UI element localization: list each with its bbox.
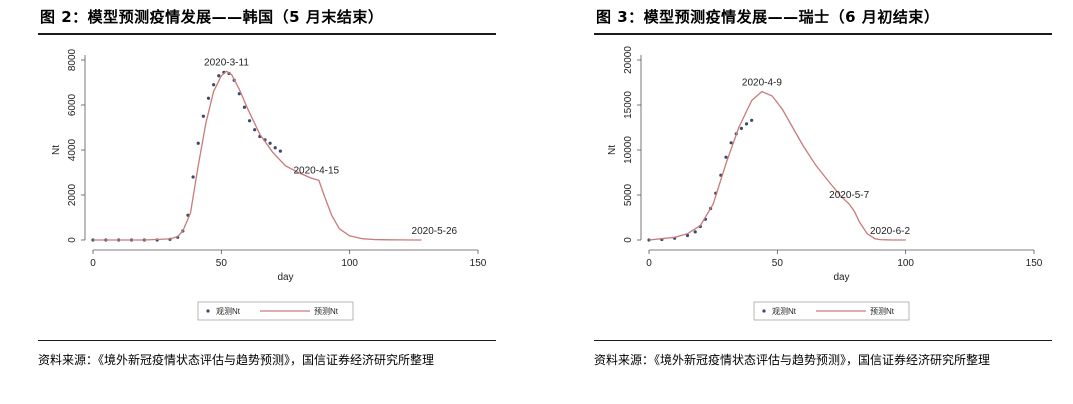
source-note: 资料来源：《境外新冠疫情状态评估与趋势预测》，国信证券经济研究所整理 bbox=[594, 353, 991, 367]
observed-data-point bbox=[191, 175, 195, 179]
x-tick-label: 0 bbox=[646, 258, 652, 269]
korea-chart: 0 2000 4000 6000 8000 0 50 100 150 day Nt 2020-3-11… bbox=[51, 48, 487, 321]
left-figure-panel: 图 2：模型预测疫情发展——韩国（5 月末结束） 0 2000 4000 6000 80… bbox=[0, 0, 500, 404]
y-tick-label: 0 bbox=[623, 237, 634, 243]
right-figure-panel: 图 3：模型预测疫情发展——瑞士（6 月初结束） 0 5000 10000 15000… bbox=[556, 0, 1056, 404]
observed-data-point bbox=[212, 83, 216, 87]
switzerland-chart: 0 5000 10000 15000 20000 0 50 100 150 day Nt 2020-4… bbox=[607, 46, 1043, 321]
y-tick-label: 8000 bbox=[67, 48, 78, 71]
date-annotation: 2020-5-26 bbox=[412, 226, 458, 237]
x-tick-label: 100 bbox=[897, 258, 914, 269]
observed-data-point bbox=[201, 114, 205, 118]
x-tick-label: 150 bbox=[1026, 258, 1043, 269]
y-tick-label: 20000 bbox=[623, 46, 634, 74]
observed-data-point bbox=[693, 230, 697, 234]
observed-data-point bbox=[278, 149, 282, 153]
observed-data-point bbox=[739, 126, 743, 130]
x-axis-label: day bbox=[277, 272, 293, 283]
y-axis-label: Nt bbox=[51, 145, 62, 155]
observed-data-point bbox=[242, 105, 247, 109]
observed-data-point bbox=[247, 119, 252, 123]
observed-data-point bbox=[724, 155, 728, 159]
y-tick-label: 15000 bbox=[623, 91, 634, 119]
y-tick-label: 0 bbox=[67, 237, 78, 243]
y-tick-label: 4000 bbox=[67, 138, 78, 161]
bottom-rule bbox=[38, 340, 496, 341]
y-tick-label: 6000 bbox=[67, 93, 78, 116]
observed-data-point bbox=[217, 74, 221, 78]
legend-label-observed: 观测Nt bbox=[772, 307, 797, 316]
figure-title: 图 2：模型预测疫情发展——韩国（5 月末结束） bbox=[40, 8, 384, 26]
observed-data-point bbox=[196, 141, 200, 145]
figure-title: 图 3：模型预测疫情发展——瑞士（6 月初结束） bbox=[596, 8, 940, 26]
date-annotation: 2020-4-15 bbox=[294, 165, 340, 176]
y-tick-label: 10000 bbox=[623, 136, 634, 164]
observed-data-point bbox=[268, 141, 272, 145]
title-rule bbox=[594, 33, 1052, 35]
observed-data-point bbox=[273, 146, 277, 150]
x-axis-label: day bbox=[833, 272, 849, 283]
bottom-rule bbox=[594, 340, 1052, 341]
x-tick-label: 50 bbox=[772, 258, 784, 269]
legend-marker-observed bbox=[206, 309, 210, 313]
x-tick-label: 0 bbox=[90, 258, 96, 269]
predicted-series-line bbox=[648, 90, 906, 241]
date-annotation: 2020-3-11 bbox=[204, 57, 249, 68]
x-tick-label: 150 bbox=[470, 258, 487, 269]
title-rule bbox=[38, 33, 496, 35]
source-note: 资料来源：《境外新冠疫情状态评估与趋势预测》，国信证券经济研究所整理 bbox=[38, 353, 435, 367]
observed-data-point bbox=[729, 141, 733, 145]
observed-data-point bbox=[253, 128, 257, 132]
date-annotation: 2020-5-7 bbox=[829, 190, 869, 201]
observed-data-point bbox=[685, 233, 690, 238]
legend-label-predicted: 预测Nt bbox=[314, 306, 339, 316]
legend-label-predicted: 预测Nt bbox=[870, 306, 895, 316]
legend-label-observed: 观测Nt bbox=[216, 307, 241, 316]
date-annotation: 2020-4-9 bbox=[742, 78, 782, 89]
x-tick-label: 50 bbox=[216, 258, 228, 269]
x-tick-label: 100 bbox=[341, 258, 358, 269]
legend-marker-observed bbox=[762, 309, 766, 313]
observed-data-point bbox=[744, 122, 749, 126]
y-tick-label: 2000 bbox=[67, 183, 78, 206]
observed-data-point bbox=[206, 96, 211, 100]
predicted-series-line bbox=[93, 70, 422, 241]
observed-data-point bbox=[237, 92, 241, 96]
y-tick-label: 5000 bbox=[623, 183, 634, 206]
observed-data-point bbox=[750, 118, 754, 122]
y-axis-label: Nt bbox=[607, 145, 618, 155]
date-annotation: 2020-6-2 bbox=[870, 226, 910, 237]
